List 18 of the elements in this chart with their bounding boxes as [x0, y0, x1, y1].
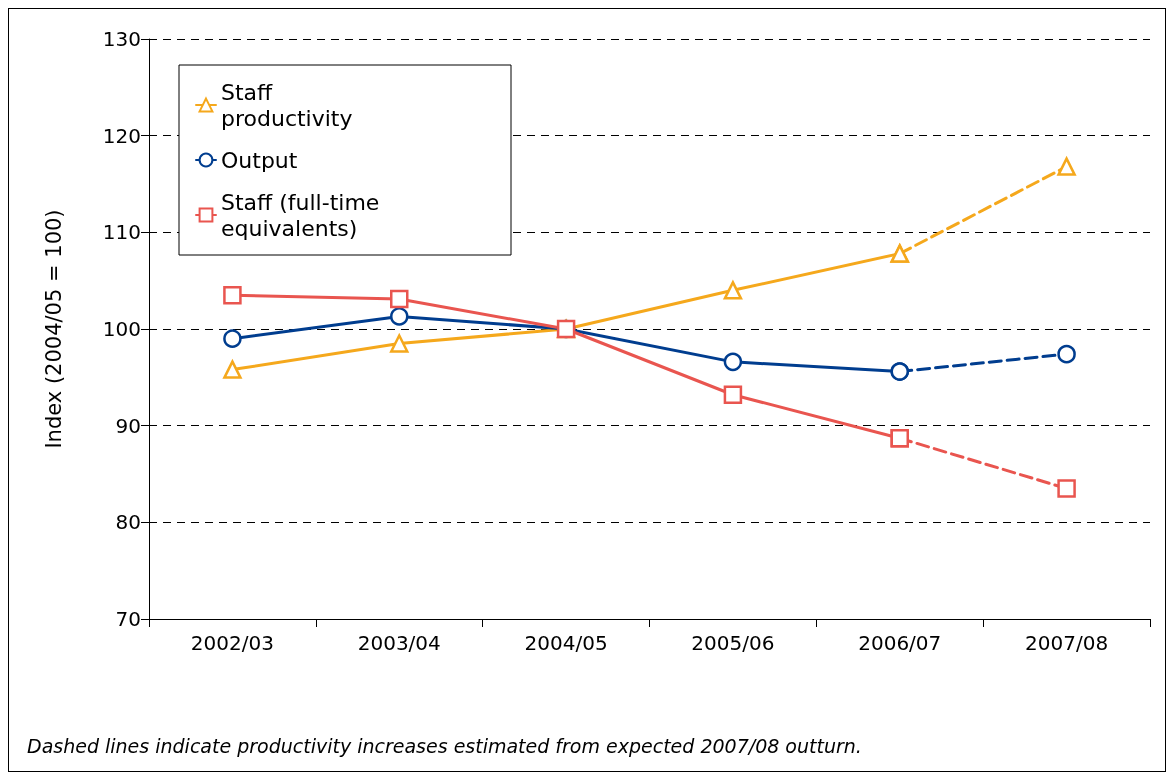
legend-label: Staff productivity — [221, 79, 353, 131]
legend-label: Staff (full-time equivalents) — [221, 189, 387, 241]
x-tick-label: 2005/06 — [691, 631, 775, 655]
x-tick-label: 2002/03 — [190, 631, 274, 655]
y-tick-label: 90 — [115, 413, 141, 438]
y-axis-title: Index (2004/05 = 100) — [41, 209, 66, 449]
x-tick-label: 2007/08 — [1025, 631, 1109, 655]
y-tick-label: 70 — [115, 607, 141, 631]
y-tick-label: 120 — [102, 123, 141, 148]
legend-label: Output — [221, 147, 298, 173]
y-tick-label: 130 — [102, 27, 141, 51]
x-tick-label: 2003/04 — [357, 631, 441, 655]
y-tick-label: 100 — [102, 317, 141, 341]
y-tick-label: 110 — [102, 220, 141, 245]
x-tick-label: 2006/07 — [858, 631, 942, 655]
x-tick-label: 2004/05 — [524, 631, 608, 655]
y-tick-label: 80 — [115, 510, 141, 535]
text: Dashed lines indicate productivity increases estimated from expected 2007/08 outturn. — [26, 735, 863, 757]
